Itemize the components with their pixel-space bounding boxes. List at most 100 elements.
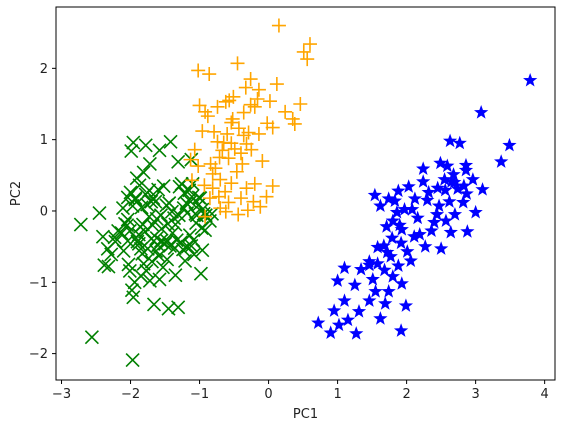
data-point <box>126 135 141 150</box>
data-point <box>458 162 474 177</box>
data-point <box>205 181 220 196</box>
data-point <box>107 230 122 245</box>
data-point <box>391 183 406 198</box>
data-point <box>250 92 265 107</box>
data-point <box>400 244 415 258</box>
data-point <box>207 124 222 139</box>
data-point <box>494 154 509 168</box>
data-point <box>200 109 215 124</box>
data-point <box>262 94 277 109</box>
data-point <box>385 213 400 228</box>
data-point <box>433 241 449 255</box>
data-point <box>230 56 245 71</box>
data-point <box>116 243 131 258</box>
data-point <box>353 261 369 276</box>
data-point <box>92 206 107 221</box>
data-point <box>191 159 206 174</box>
data-point <box>347 277 362 292</box>
data-point <box>370 239 385 254</box>
data-point <box>195 243 210 258</box>
data-point <box>523 72 538 87</box>
data-point <box>128 191 143 206</box>
data-point <box>430 180 445 195</box>
data-point <box>241 125 256 140</box>
data-point <box>189 208 204 223</box>
data-point <box>222 93 237 108</box>
data-point <box>213 201 228 216</box>
data-point <box>271 18 286 33</box>
data-point <box>379 219 394 233</box>
data-point <box>101 259 116 274</box>
data-point <box>115 201 131 216</box>
series-plus <box>183 18 317 224</box>
data-point <box>145 218 160 233</box>
x-tick-label: −2 <box>121 387 140 402</box>
data-point <box>160 252 175 267</box>
x-tick-label: 0 <box>264 387 272 402</box>
data-point <box>213 172 228 187</box>
data-point <box>153 233 168 248</box>
data-point <box>433 155 448 170</box>
data-point <box>202 191 217 206</box>
data-point <box>287 116 302 131</box>
data-point <box>132 178 147 193</box>
data-point <box>337 293 352 307</box>
data-point <box>149 211 164 226</box>
data-point <box>424 223 439 238</box>
data-point <box>362 293 377 307</box>
data-point <box>412 227 427 241</box>
data-point <box>233 146 248 161</box>
y-tick-label: 2 <box>40 62 48 77</box>
data-point <box>447 174 462 189</box>
data-point <box>442 194 457 208</box>
data-point <box>416 161 431 175</box>
data-point <box>389 204 405 219</box>
data-point <box>192 98 207 113</box>
data-point <box>155 260 171 275</box>
data-point <box>95 229 110 244</box>
data-point <box>191 190 206 205</box>
data-point <box>218 204 233 219</box>
data-point <box>146 297 162 312</box>
data-point <box>429 207 445 221</box>
data-point <box>204 206 220 221</box>
data-point <box>362 254 377 268</box>
data-point <box>302 37 317 52</box>
data-point <box>210 99 225 114</box>
data-point <box>183 194 198 209</box>
data-point <box>394 276 409 290</box>
data-point <box>251 126 266 141</box>
data-point <box>198 209 213 224</box>
data-point <box>216 135 231 150</box>
data-point <box>392 217 407 232</box>
data-point <box>202 67 217 82</box>
plot-frame <box>55 6 556 381</box>
data-point <box>437 172 452 186</box>
data-point <box>259 189 274 204</box>
data-point <box>221 195 236 210</box>
x-tick-label: 4 <box>541 387 549 402</box>
data-point <box>323 325 338 339</box>
data-point <box>381 284 396 298</box>
data-point <box>474 105 489 119</box>
data-point <box>73 217 88 232</box>
y-axis-ticks: −2 −1 0 1 2 <box>29 62 56 362</box>
data-point <box>443 224 458 239</box>
x-tick-label: 2 <box>402 387 410 402</box>
data-point <box>440 158 455 173</box>
data-point <box>212 150 227 165</box>
data-point <box>410 210 425 225</box>
data-point <box>293 96 308 111</box>
data-point <box>163 134 178 149</box>
data-point <box>218 94 233 109</box>
data-point <box>330 273 345 287</box>
data-point <box>220 126 235 141</box>
data-point <box>393 323 409 337</box>
data-point <box>205 166 220 181</box>
data-point <box>182 183 197 198</box>
data-point <box>387 193 403 208</box>
data-point <box>373 198 388 213</box>
data-point <box>148 194 163 209</box>
data-point <box>365 271 380 286</box>
